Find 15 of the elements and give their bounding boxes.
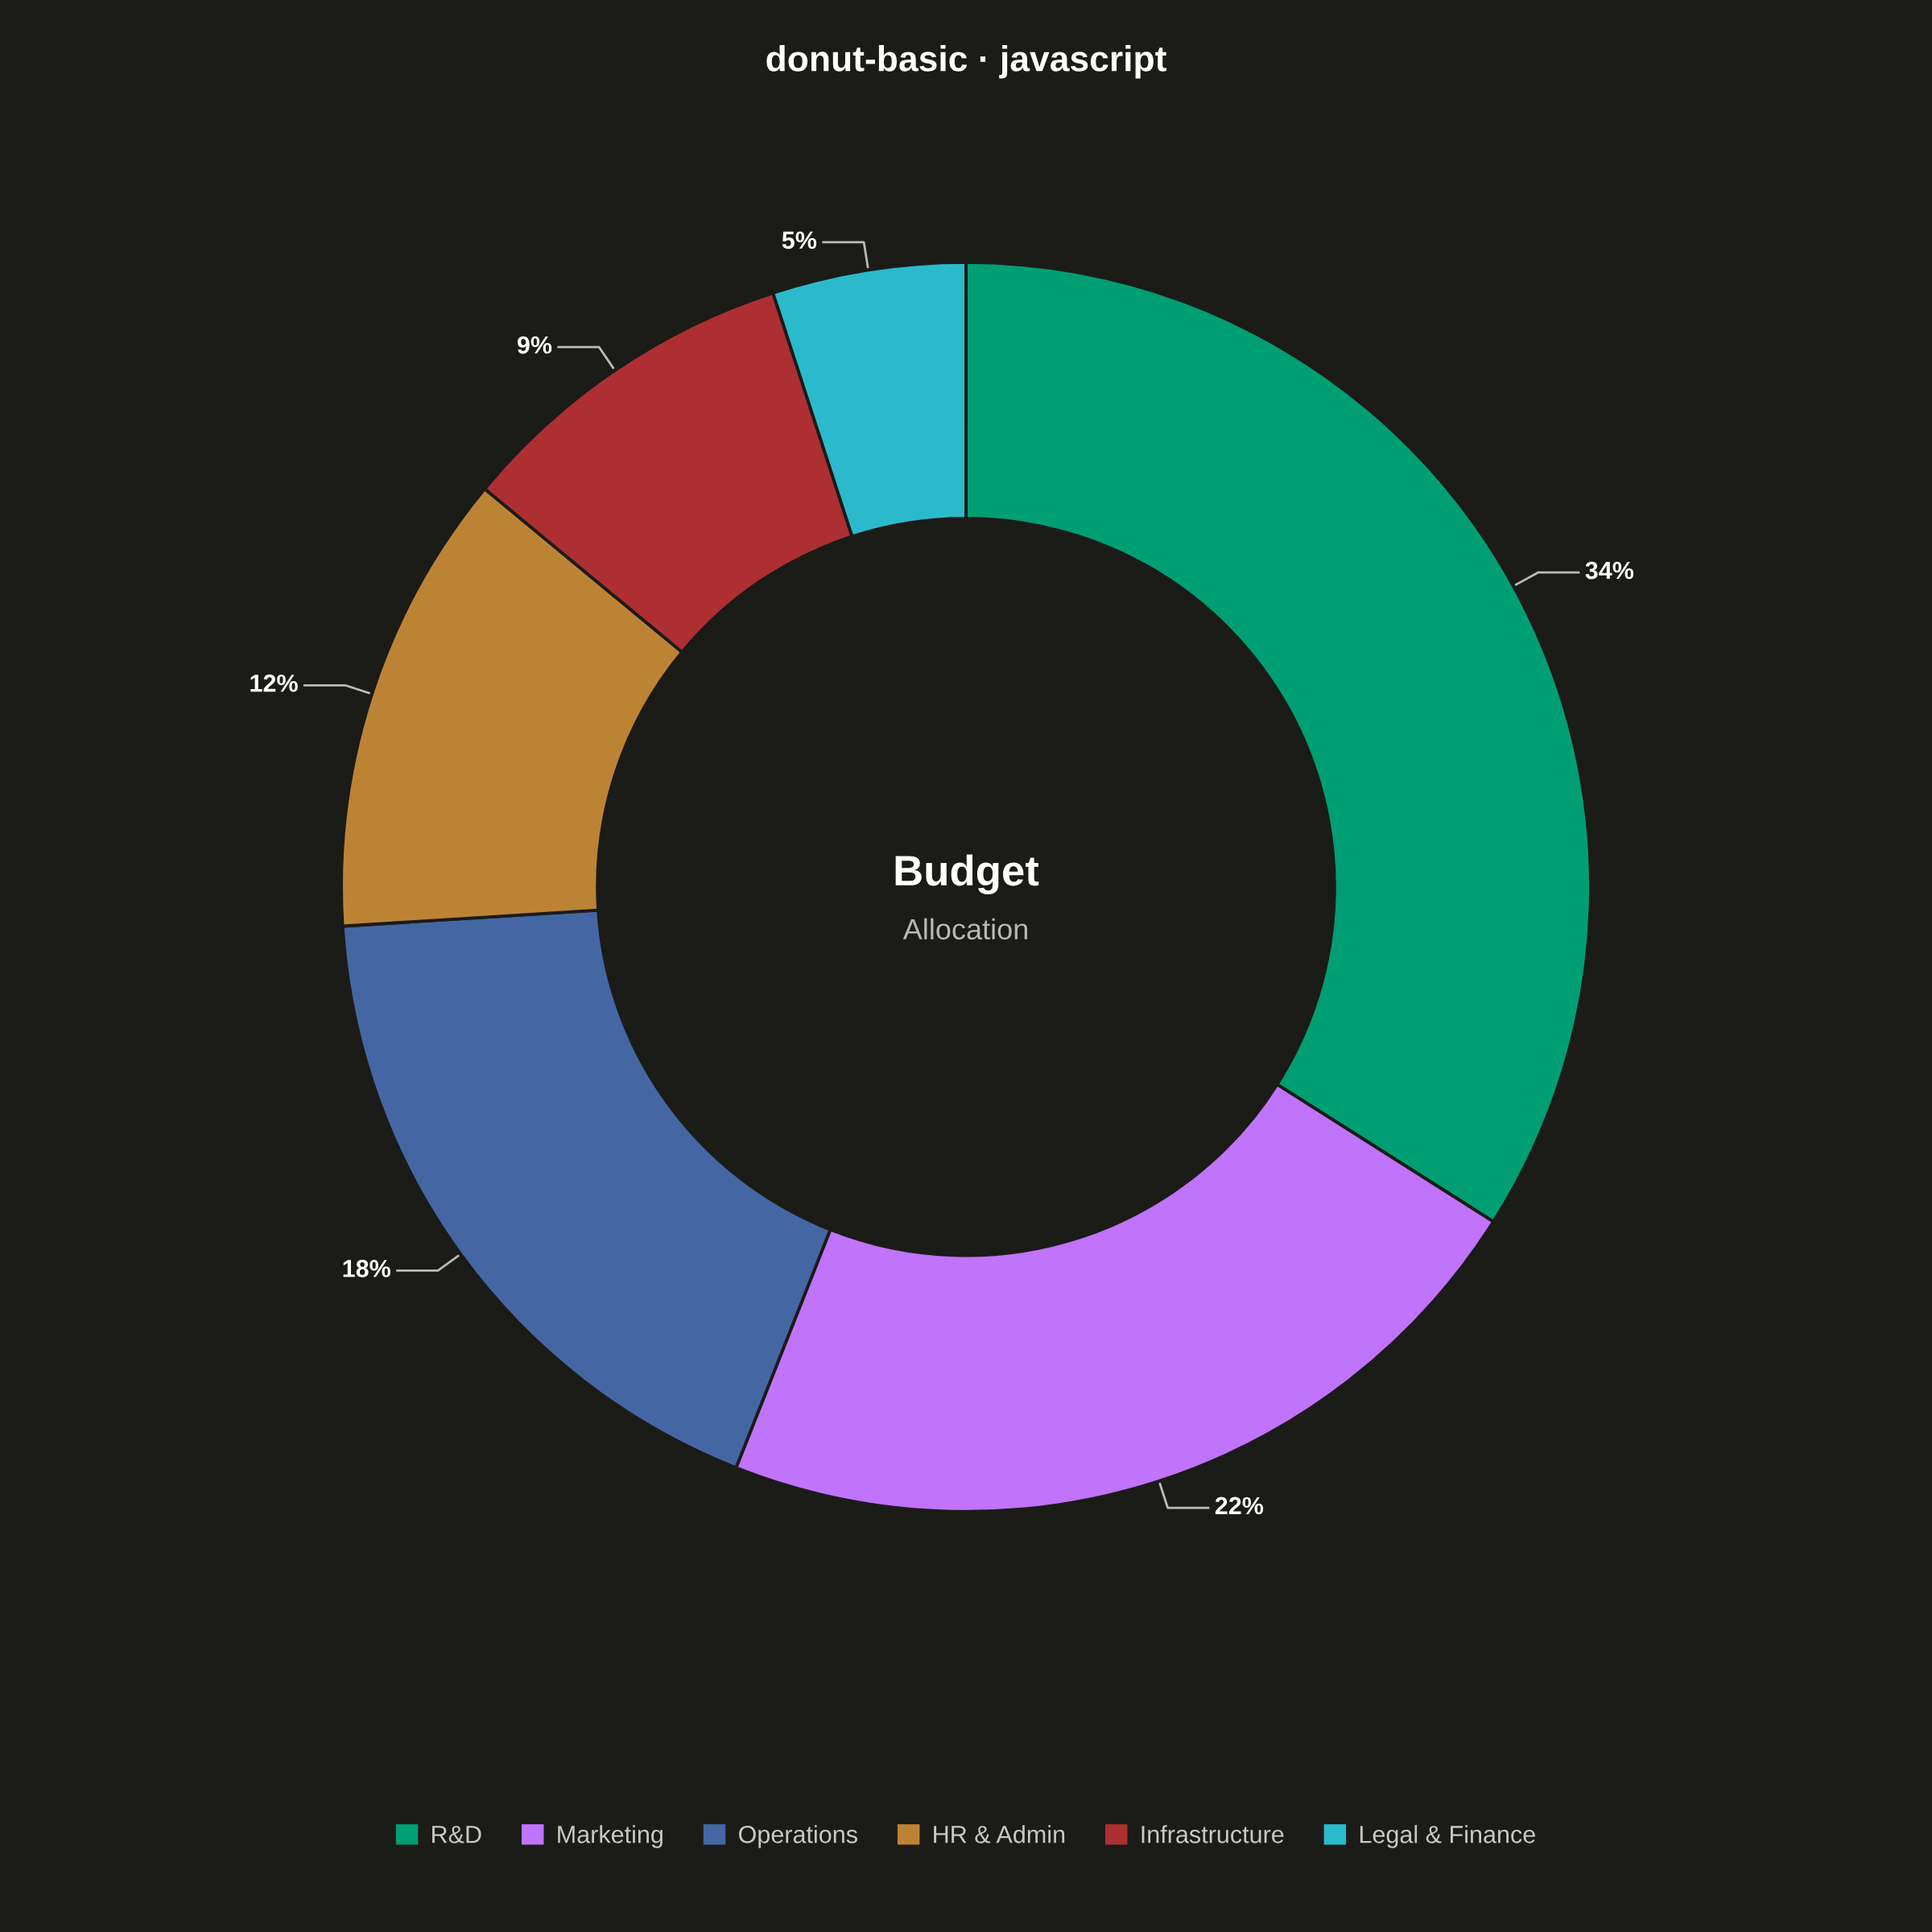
data-label: 22% <box>1215 1496 1264 1515</box>
legend-label: Infrastructure <box>1141 1825 1284 1843</box>
data-label: 5% <box>782 231 817 250</box>
legend-label: HR & Admin <box>934 1825 1065 1843</box>
text: Budget <box>895 854 1039 895</box>
data-label: 18% <box>343 1260 390 1278</box>
legend-label: R&D <box>432 1826 481 1843</box>
data-label: 12% <box>250 674 298 692</box>
legend-label: Marketing <box>558 1825 663 1848</box>
data-label: 34% <box>1585 561 1634 580</box>
legend-label: Legal & Finance <box>1360 1825 1535 1848</box>
text: Allocation <box>902 918 1027 940</box>
data-label: 9% <box>517 336 552 354</box>
legend-label: Operations <box>739 1825 857 1848</box>
chart-title: donut-basic · javascript <box>766 45 1166 79</box>
